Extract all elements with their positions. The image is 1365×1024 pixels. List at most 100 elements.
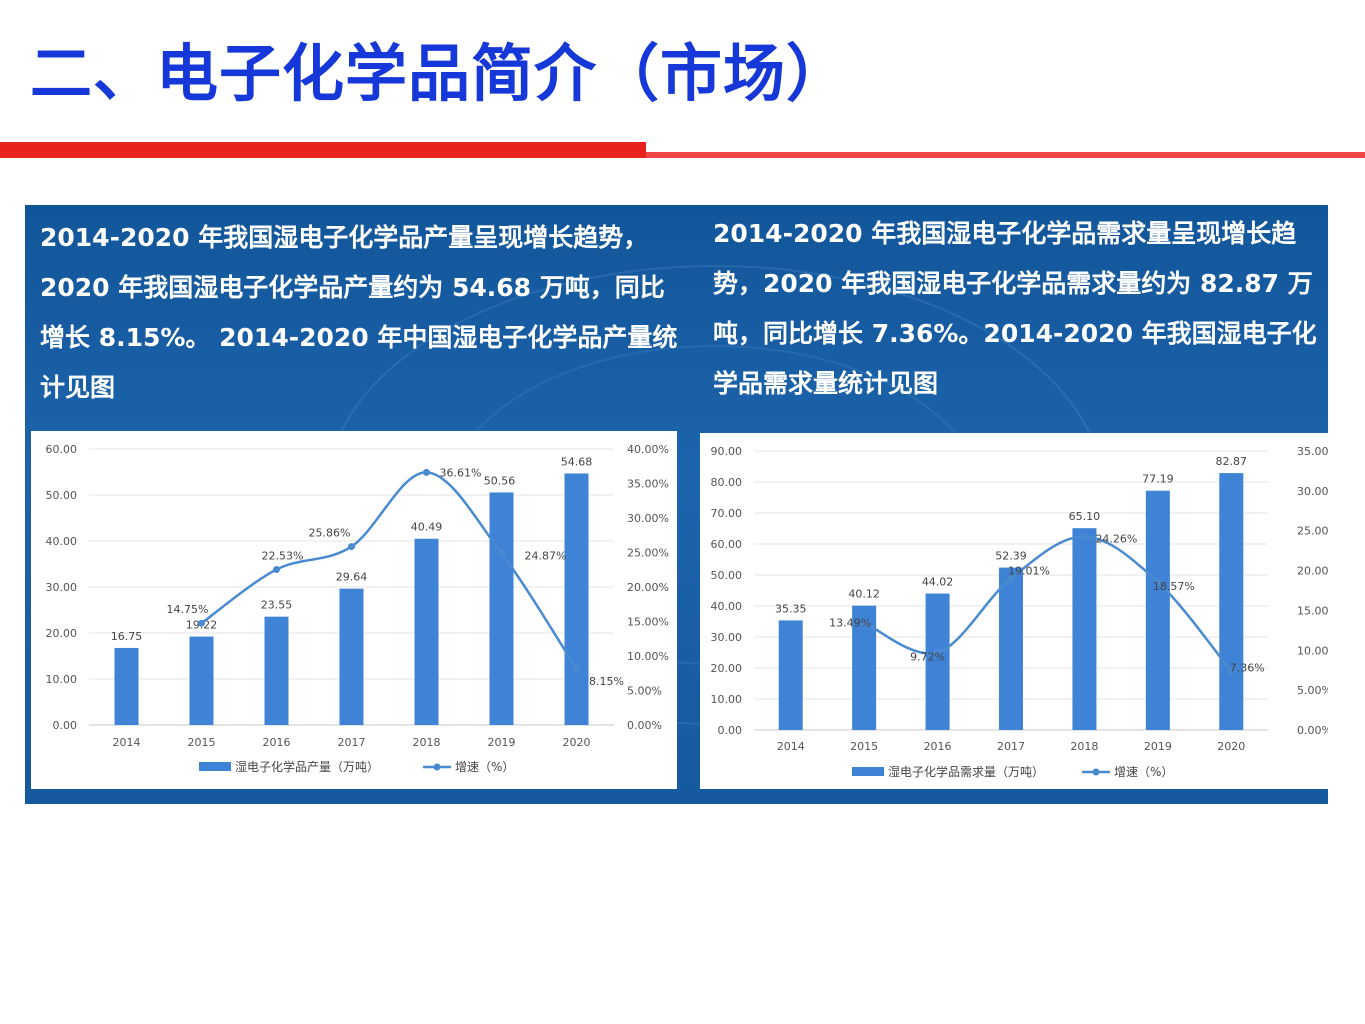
y2-tick-label: 25.00% <box>1297 525 1328 538</box>
bar <box>264 616 289 725</box>
growth-point <box>1227 667 1235 675</box>
growth-value-label: 7.36% <box>1230 661 1265 674</box>
bar <box>114 647 139 725</box>
x-tick-label: 2020 <box>563 736 591 749</box>
growth-point <box>573 665 580 673</box>
bar-value-label: 16.75 <box>111 630 143 643</box>
bar-value-label: 77.19 <box>1142 473 1174 486</box>
y-tick-label: 40.00 <box>711 600 743 613</box>
title-divider-thick <box>0 142 646 158</box>
bar <box>489 492 514 725</box>
y2-tick-label: 35.00% <box>1297 445 1328 458</box>
x-tick-label: 2014 <box>113 736 141 749</box>
legend-bar-label: 湿电子化学品需求量（万吨） <box>888 764 1044 779</box>
bar-value-label: 54.68 <box>561 455 593 468</box>
growth-value-label: 9.72% <box>910 651 945 664</box>
growth-value-label: 13.49% <box>829 616 871 629</box>
y-tick-label: 90.00 <box>711 445 743 458</box>
y2-tick-label: 30.00% <box>1297 485 1328 498</box>
y-tick-label: 80.00 <box>711 476 743 489</box>
y-tick-label: 0.00 <box>53 719 78 732</box>
production-chart: 0.00 10.00 20.00 30.00 40.00 50.00 60.00 0.00% 5… <box>31 431 677 789</box>
y2-tick-label: 0.00% <box>627 719 662 732</box>
y-tick-label: 20.00 <box>711 662 743 675</box>
bar <box>414 538 439 725</box>
production-chart-svg: 0.00 10.00 20.00 30.00 40.00 50.00 60.00 0.00% 5… <box>46 443 669 774</box>
content-panel: 2014-2020 年我国湿电子化学品产量呈现增长趋势，2020 年我国湿电子化… <box>25 205 1328 804</box>
x-tick-label: 2018 <box>413 736 441 749</box>
growth-value-label: 24.26% <box>1095 533 1137 546</box>
bar-value-label: 52.39 <box>995 550 1027 563</box>
y-tick-label: 70.00 <box>711 507 743 520</box>
y-tick-label: 50.00 <box>46 489 78 502</box>
growth-point <box>860 618 868 626</box>
y2-tick-label: 5.00% <box>1297 684 1328 697</box>
x-tick-label: 2016 <box>924 740 952 753</box>
growth-point <box>1007 574 1015 582</box>
bar <box>1219 473 1244 730</box>
y2-tick-label: 10.00% <box>1297 644 1328 657</box>
y2-tick-label: 20.00% <box>1297 565 1328 578</box>
bar-value-label: 65.10 <box>1069 510 1101 523</box>
growth-point <box>498 549 505 557</box>
x-tick-label: 2016 <box>263 736 291 749</box>
bar-value-label: 44.02 <box>922 576 954 589</box>
y-tick-label: 20.00 <box>46 627 78 640</box>
legend-bar-label: 湿电子化学品产量（万吨） <box>235 759 379 774</box>
growth-point <box>1154 578 1162 586</box>
bar-value-label: 29.64 <box>336 571 368 584</box>
growth-point <box>423 468 430 476</box>
production-description: 2014-2020 年我国湿电子化学品产量呈现增长趋势，2020 年我国湿电子化… <box>40 223 678 402</box>
x-tick-label: 2017 <box>338 736 366 749</box>
bar-value-label: 23.55 <box>261 599 293 612</box>
bar <box>999 567 1023 730</box>
growth-value-label: 24.87% <box>525 549 567 562</box>
bar <box>778 620 803 730</box>
y-tick-label: 40.00 <box>46 535 78 548</box>
demand-chart: 0.00 10.00 20.00 30.00 40.00 50.00 60.00 70.00 8… <box>700 433 1328 789</box>
y-tick-label: 60.00 <box>46 443 78 456</box>
growth-value-label: 14.75% <box>167 603 209 616</box>
y2-tick-label: 40.00% <box>627 443 669 456</box>
y-tick-label: 30.00 <box>46 581 78 594</box>
x-tick-label: 2019 <box>488 736 516 749</box>
legend-line-marker <box>1092 768 1100 776</box>
growth-line <box>863 535 1233 673</box>
y2-tick-label: 30.00% <box>627 512 669 525</box>
y2-tick-label: 25.00% <box>627 547 669 560</box>
x-tick-label: 2015 <box>850 740 878 753</box>
bar <box>189 636 214 725</box>
y2-tick-label: 15.00% <box>1297 604 1328 617</box>
growth-point <box>934 649 942 657</box>
growth-value-label: 18.57% <box>1153 580 1195 593</box>
bar <box>1145 490 1170 730</box>
growth-value-label: 36.61% <box>440 466 482 479</box>
y-tick-label: 10.00 <box>46 673 78 686</box>
growth-value-label: 8.15% <box>589 675 624 688</box>
growth-line <box>200 471 578 670</box>
bar <box>1072 528 1097 730</box>
bar <box>925 593 950 730</box>
bar-value-label: 50.56 <box>484 474 516 487</box>
y2-tick-label: 5.00% <box>627 685 662 698</box>
x-tick-label: 2015 <box>188 736 216 749</box>
y-tick-label: 60.00 <box>711 538 743 551</box>
y-tick-label: 30.00 <box>711 631 743 644</box>
demand-description: 2014-2020 年我国湿电子化学品需求量呈现增长趋势，2020 年我国湿电子… <box>713 219 1317 398</box>
demand-chart-svg: 0.00 10.00 20.00 30.00 40.00 50.00 60.00 70.00 8… <box>711 445 1329 779</box>
x-tick-label: 2018 <box>1070 740 1098 753</box>
growth-point <box>198 619 205 627</box>
x-tick-label: 2017 <box>997 740 1025 753</box>
growth-point <box>1080 533 1088 541</box>
y-tick-label: 50.00 <box>711 569 743 582</box>
y-tick-label: 10.00 <box>711 693 743 706</box>
y2-tick-label: 10.00% <box>627 650 669 663</box>
page-title: 二、电子化学品简介（市场） <box>30 37 850 110</box>
legend-line-marker <box>433 763 441 771</box>
y2-tick-label: 15.00% <box>627 616 669 629</box>
growth-value-label: 25.86% <box>309 527 351 540</box>
bar <box>339 588 364 725</box>
y2-tick-label: 35.00% <box>627 478 669 491</box>
legend-line-label: 增速（%） <box>455 760 514 774</box>
x-tick-label: 2020 <box>1217 740 1245 753</box>
